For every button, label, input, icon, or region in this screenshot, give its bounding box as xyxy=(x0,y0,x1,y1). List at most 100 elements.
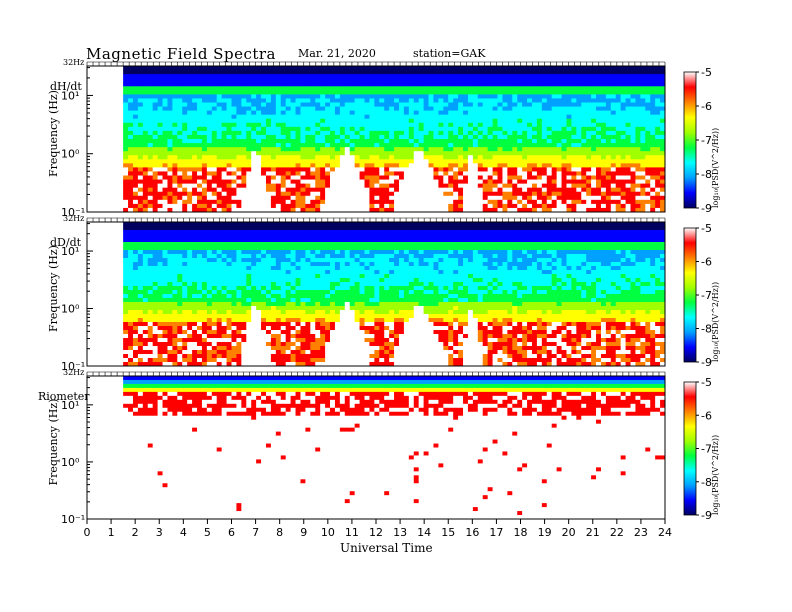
spectrogram-cell xyxy=(428,90,434,95)
spectrogram-cell xyxy=(241,199,247,205)
spectrogram-cell xyxy=(221,187,227,193)
spectrogram-cell xyxy=(192,175,198,180)
spectrogram-cell xyxy=(251,159,257,164)
spectrogram-cell xyxy=(453,114,459,120)
spectrogram-cell xyxy=(320,90,326,95)
spectrogram-cell xyxy=(581,199,587,205)
spectrogram-cell xyxy=(142,362,149,367)
spectrogram-cell xyxy=(369,122,375,128)
spectrogram-cell xyxy=(310,114,316,120)
spectrogram-cell xyxy=(162,122,168,128)
spectrogram-cell xyxy=(177,163,183,168)
spectrogram-cell xyxy=(423,126,429,132)
spectrogram-cell xyxy=(226,74,232,79)
spectrogram-cell xyxy=(246,102,252,107)
spectrogram-cell xyxy=(625,203,631,209)
spectrogram-cell xyxy=(157,342,163,347)
spectrogram-cell xyxy=(265,143,272,148)
spectrogram-cell xyxy=(339,70,346,75)
spectrogram-cell xyxy=(374,179,380,185)
spectrogram-cell xyxy=(482,199,489,205)
spectrogram-cell xyxy=(241,314,247,319)
spectrogram-cell xyxy=(443,122,449,128)
spectrogram-cell xyxy=(241,102,247,107)
spectrogram-cell xyxy=(581,187,587,193)
spectrogram-cell xyxy=(310,74,316,79)
spectrogram-cell xyxy=(403,94,410,99)
spectrogram-cell xyxy=(182,266,188,271)
spectrogram-cell xyxy=(423,183,429,189)
spectrogram-cell xyxy=(339,102,346,107)
spectrogram-cell xyxy=(182,66,188,71)
spectrogram-cell xyxy=(231,139,237,144)
spectrogram-cell xyxy=(591,126,597,132)
spectrogram-cell xyxy=(394,126,400,132)
spectrogram-cell xyxy=(502,159,508,164)
spectrogram-cell xyxy=(640,78,646,83)
spectrogram-cell xyxy=(502,70,508,75)
spectrogram-cell xyxy=(192,110,198,116)
spectrogram-cell xyxy=(507,139,513,144)
spectrogram-cell xyxy=(522,122,528,128)
spectrogram-cell xyxy=(152,322,159,327)
spectrogram-cell xyxy=(344,159,351,164)
spectrogram-cell xyxy=(142,203,149,209)
spectrogram-cell xyxy=(325,130,331,136)
spectrogram-cell xyxy=(201,230,208,235)
spectrogram-cell xyxy=(556,155,562,160)
spectrogram-cell xyxy=(536,90,543,95)
spectrogram-cell xyxy=(142,195,149,201)
spectrogram-cell xyxy=(201,334,208,339)
spectrogram-cell xyxy=(221,175,227,180)
spectrogram-cell xyxy=(640,187,646,193)
spectrogram-cell xyxy=(374,195,380,201)
spectrogram-cell xyxy=(147,163,154,168)
spectrogram-cell xyxy=(502,187,508,193)
spectrogram-cell xyxy=(502,175,508,180)
spectrogram-cell xyxy=(625,163,631,168)
spectrogram-cell xyxy=(384,159,390,164)
spectrogram-cell xyxy=(231,258,237,263)
spectrogram-cell xyxy=(334,86,341,91)
spectrogram-cell xyxy=(492,139,498,144)
spectrogram-cell xyxy=(650,199,656,205)
spectrogram-cell xyxy=(576,195,582,201)
spectrogram-cell xyxy=(448,183,454,189)
spectrogram-cell xyxy=(458,175,464,180)
spectrogram-cell xyxy=(132,147,139,152)
spectrogram-cell xyxy=(182,310,188,315)
spectrogram-cell xyxy=(137,171,144,176)
spectrogram-cell xyxy=(546,118,553,124)
spectrogram-cell xyxy=(167,102,173,107)
spectrogram-cell xyxy=(610,78,617,83)
spectrogram-cell xyxy=(123,199,129,205)
spectrogram-cell xyxy=(221,330,227,335)
spectrogram-cell xyxy=(374,191,380,197)
spectrogram-cell xyxy=(285,179,292,185)
spectrogram-cell xyxy=(458,118,464,124)
spectrogram-cell xyxy=(625,94,631,99)
spectrogram-cell xyxy=(236,310,242,315)
spectrogram-cell xyxy=(359,187,365,193)
spectrogram-cell xyxy=(152,175,159,180)
spectrogram-cell xyxy=(300,195,306,201)
spectrogram-cell xyxy=(418,90,425,95)
spectrogram-cell xyxy=(497,191,503,197)
spectrogram-cell xyxy=(231,302,237,307)
spectrogram-cell xyxy=(453,66,459,71)
spectrogram-cell xyxy=(137,234,144,239)
spectrogram-cell xyxy=(556,82,562,87)
spectrogram-cell xyxy=(615,183,622,189)
spectrogram-cell xyxy=(615,195,622,201)
spectrogram-cell xyxy=(226,179,232,185)
spectrogram-cell xyxy=(487,151,493,156)
spectrogram-cell xyxy=(177,270,183,275)
spectrogram-cell xyxy=(531,195,538,201)
spectrogram-cell xyxy=(182,139,188,144)
spectrogram-cell xyxy=(546,70,553,75)
spectrogram-cell xyxy=(300,191,306,197)
spectrogram-cell xyxy=(645,74,651,79)
spectrogram-cell xyxy=(394,114,400,120)
spectrogram-cell xyxy=(187,122,193,128)
spectrogram-cell xyxy=(290,102,296,107)
